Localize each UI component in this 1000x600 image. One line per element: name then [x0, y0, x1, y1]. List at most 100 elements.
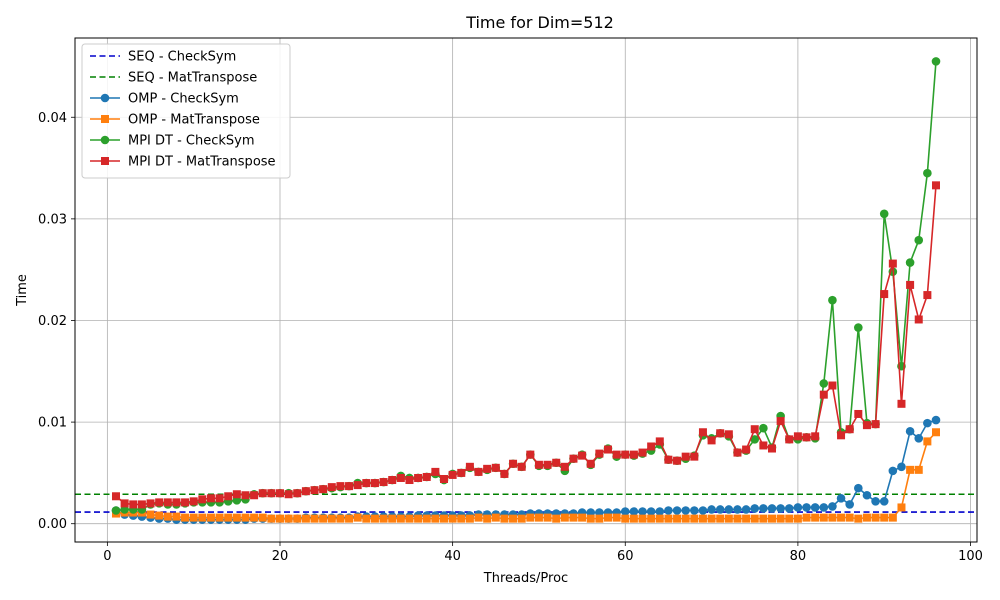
data-point: [673, 456, 682, 465]
data-point: [785, 435, 794, 444]
data-point: [552, 458, 561, 467]
data-point: [604, 445, 612, 454]
data-point: [784, 504, 794, 513]
data-point: [621, 450, 630, 459]
data-point: [569, 454, 578, 463]
data-point: [698, 514, 707, 523]
data-point: [905, 258, 915, 267]
data-point: [733, 448, 742, 457]
data-point: [819, 513, 828, 522]
data-point: [931, 415, 941, 425]
data-point: [802, 433, 811, 442]
data-point: [906, 280, 915, 289]
data-point: [612, 450, 621, 459]
data-point: [560, 462, 569, 471]
data-point: [258, 513, 267, 522]
legend-marker: [101, 115, 109, 123]
data-point: [897, 462, 906, 472]
data-point: [905, 426, 915, 436]
data-point: [241, 491, 250, 500]
data-point: [681, 506, 690, 515]
data-point: [655, 514, 664, 523]
data-point: [690, 452, 699, 461]
data-point: [483, 514, 492, 523]
data-point: [604, 513, 612, 522]
data-point: [595, 514, 604, 523]
data-point: [793, 503, 803, 512]
data-point: [793, 432, 802, 441]
data-point: [879, 209, 889, 219]
legend-item-mpi-dt-mattranspose: MPI DT - MatTranspose: [90, 155, 276, 170]
data-point: [819, 390, 828, 399]
data-point: [888, 259, 897, 268]
data-point: [707, 436, 716, 445]
legend-box: [81, 43, 291, 179]
data-point: [621, 514, 630, 523]
data-point: [250, 513, 259, 522]
data-point: [586, 514, 595, 523]
data-point: [828, 295, 837, 305]
data-point: [474, 513, 483, 522]
data-point: [534, 460, 543, 469]
x-tick-label: 40: [444, 549, 461, 564]
data-point: [811, 513, 820, 522]
data-point: [845, 513, 854, 522]
data-point: [198, 495, 207, 504]
legend-item-mpi-dt-checksym: MPI DT - CheckSym: [90, 134, 255, 149]
data-point: [440, 475, 448, 483]
data-point: [224, 513, 233, 522]
data-point: [897, 503, 906, 512]
data-point: [232, 513, 241, 522]
data-point: [638, 514, 647, 523]
legend-item-omp-checksym: OMP - CheckSym: [90, 92, 239, 107]
data-point: [189, 513, 198, 522]
legend-label: MPI DT - CheckSym: [128, 134, 255, 149]
data-point: [111, 506, 121, 515]
data-point: [448, 514, 457, 523]
data-point: [232, 490, 241, 499]
data-point: [146, 499, 155, 508]
data-point: [871, 497, 880, 506]
data-point: [750, 504, 760, 513]
data-point: [146, 510, 155, 519]
data-point: [646, 507, 656, 516]
data-point: [776, 514, 785, 523]
data-point: [457, 514, 466, 523]
data-point: [612, 513, 621, 522]
data-point: [206, 513, 215, 522]
data-point: [379, 514, 388, 523]
data-point: [681, 452, 690, 461]
data-point: [362, 479, 371, 488]
data-point: [932, 428, 940, 437]
data-point: [862, 490, 872, 500]
data-point: [543, 513, 552, 522]
y-tick-label: 0.00: [38, 517, 67, 532]
data-point: [707, 505, 716, 514]
x-tick-label: 80: [790, 549, 807, 564]
data-point: [206, 494, 215, 503]
data-point: [655, 507, 665, 516]
data-point: [802, 503, 811, 512]
data-point: [854, 483, 863, 493]
legend-marker: [101, 157, 109, 165]
x-tick-label: 20: [272, 549, 289, 564]
data-point: [327, 514, 336, 523]
data-point: [319, 514, 328, 523]
data-point: [198, 513, 207, 522]
data-point: [155, 498, 164, 507]
data-point: [914, 465, 923, 474]
y-tick-label: 0.02: [38, 314, 67, 329]
data-point: [379, 478, 388, 487]
data-point: [837, 431, 846, 440]
data-point: [759, 514, 768, 523]
data-point: [673, 514, 682, 523]
data-point: [802, 513, 811, 522]
legend-label: OMP - CheckSym: [128, 92, 239, 107]
data-point: [664, 514, 673, 523]
legend-marker: [100, 93, 110, 103]
data-point: [759, 504, 768, 513]
data-point: [578, 513, 587, 522]
data-point: [862, 513, 871, 522]
data-point: [301, 487, 310, 496]
